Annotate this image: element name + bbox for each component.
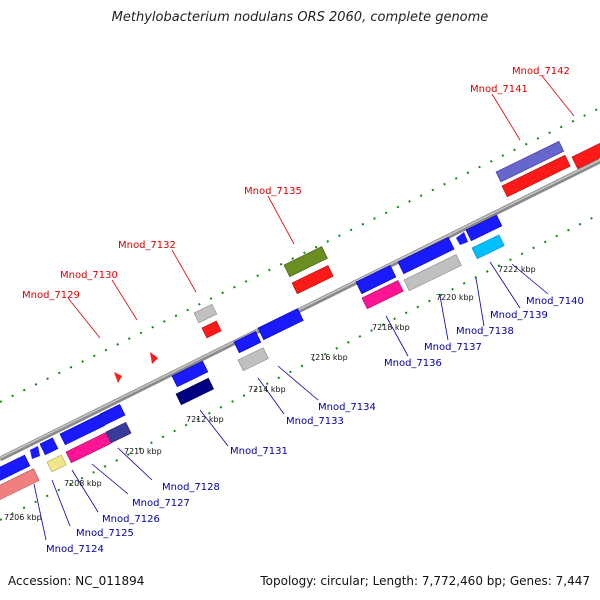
gene-label: Mnod_7141 [470,84,528,95]
gene-label: Mnod_7131 [230,446,288,457]
scale-label: 7222 kbp [498,265,536,274]
topology-text: Topology: circular; Length: 7,772,460 bp… [260,574,590,588]
gene-label: Mnod_7142 [512,66,570,77]
gene-mnod-7138 [456,232,468,245]
gene-mnod-7142 [571,139,600,170]
gene-label: Mnod_7130 [60,270,118,281]
map-title: Methylobacterium nodulans ORS 2060, comp… [111,10,489,25]
scale-labels: 7206 kbp 7208 kbp 7210 kbp 7212 kbp 7214… [4,265,536,522]
gene-label: Mnod_7138 [456,326,514,337]
scale-label: 7216 kbp [310,353,348,362]
bottom-gene-labels: Mnod_7124 Mnod_7125 Mnod_7126 Mnod_7127 … [46,296,584,555]
gene-label: Mnod_7139 [490,310,548,321]
scale-label: 7214 kbp [248,385,286,394]
gene-mnod-7139-blue [465,214,503,242]
scale-label: 7210 kbp [124,447,162,456]
gene-label: Mnod_7129 [22,290,80,301]
scale-label: 7220 kbp [436,293,474,302]
gene-mnod-7124 [30,446,40,459]
gene-pink-left [0,468,40,501]
scale-label: 7218 kbp [372,323,410,332]
genome-backbone [0,158,600,462]
gene-mnod-7126 [65,432,112,464]
gene-mnod-7132-grey [193,303,218,324]
gene-mnod-7131-blue [171,360,209,388]
gene-label: Mnod_7134 [318,402,376,413]
gene-label: Mnod_7136 [384,358,442,369]
gene-label: Mnod_7135 [244,186,302,197]
bottom-genes [0,214,505,501]
gene-mnod-7135-red [291,265,334,295]
scale-label: 7206 kbp [4,513,42,522]
gene-mnod-7131 [175,377,215,406]
gene-mnod-7137-blue [397,237,455,275]
gene-label: Mnod_7125 [76,528,134,539]
leader-lines-top [67,75,575,339]
gene-label: Mnod_7137 [424,342,482,353]
gene-label: Mnod_7124 [46,544,104,555]
gene-label: Mnod_7133 [286,416,344,427]
leader-lines-bottom [33,261,549,541]
gene-mnod-7130 [150,352,158,364]
gene-mnod-7135 [283,246,328,278]
gene-mnod-7136 [361,280,404,310]
scale-label: 7212 kbp [186,415,224,424]
top-genes [114,139,600,383]
gene-label: Mnod_7132 [118,240,176,251]
gene-mnod-7141 [501,154,571,198]
gene-mnod-7126-blue [59,414,106,446]
top-gene-labels: Mnod_7129 Mnod_7130 Mnod_7132 Mnod_7135 … [22,66,570,301]
gene-mnod-7133 [237,347,269,372]
gene-label: Mnod_7127 [132,498,190,509]
gene-mnod-7136-blue [355,264,397,295]
accession-text: Accession: NC_011894 [8,574,145,588]
gene-mnod-7133-blue [233,331,262,354]
gene-mnod-7137 [403,254,462,292]
scale-label: 7208 kbp [64,479,102,488]
gene-label: Mnod_7126 [102,514,160,525]
gene-blue-left [0,454,31,482]
gene-mnod-7141-upper [495,140,565,183]
gene-mnod-7125-yellow [46,454,67,473]
gene-mnod-7139 [471,234,505,260]
gene-mnod-7132-red [201,320,222,339]
gene-mnod-7134-blue [257,308,304,341]
gene-mnod-7129 [114,372,122,383]
gene-mnod-7127-blue [99,403,126,426]
gene-label: Mnod_7140 [526,296,584,307]
gene-label: Mnod_7128 [162,482,220,493]
gene-mnod-7125 [39,437,59,456]
top-tick-track [0,107,600,403]
gene-mnod-7128 [105,421,132,444]
